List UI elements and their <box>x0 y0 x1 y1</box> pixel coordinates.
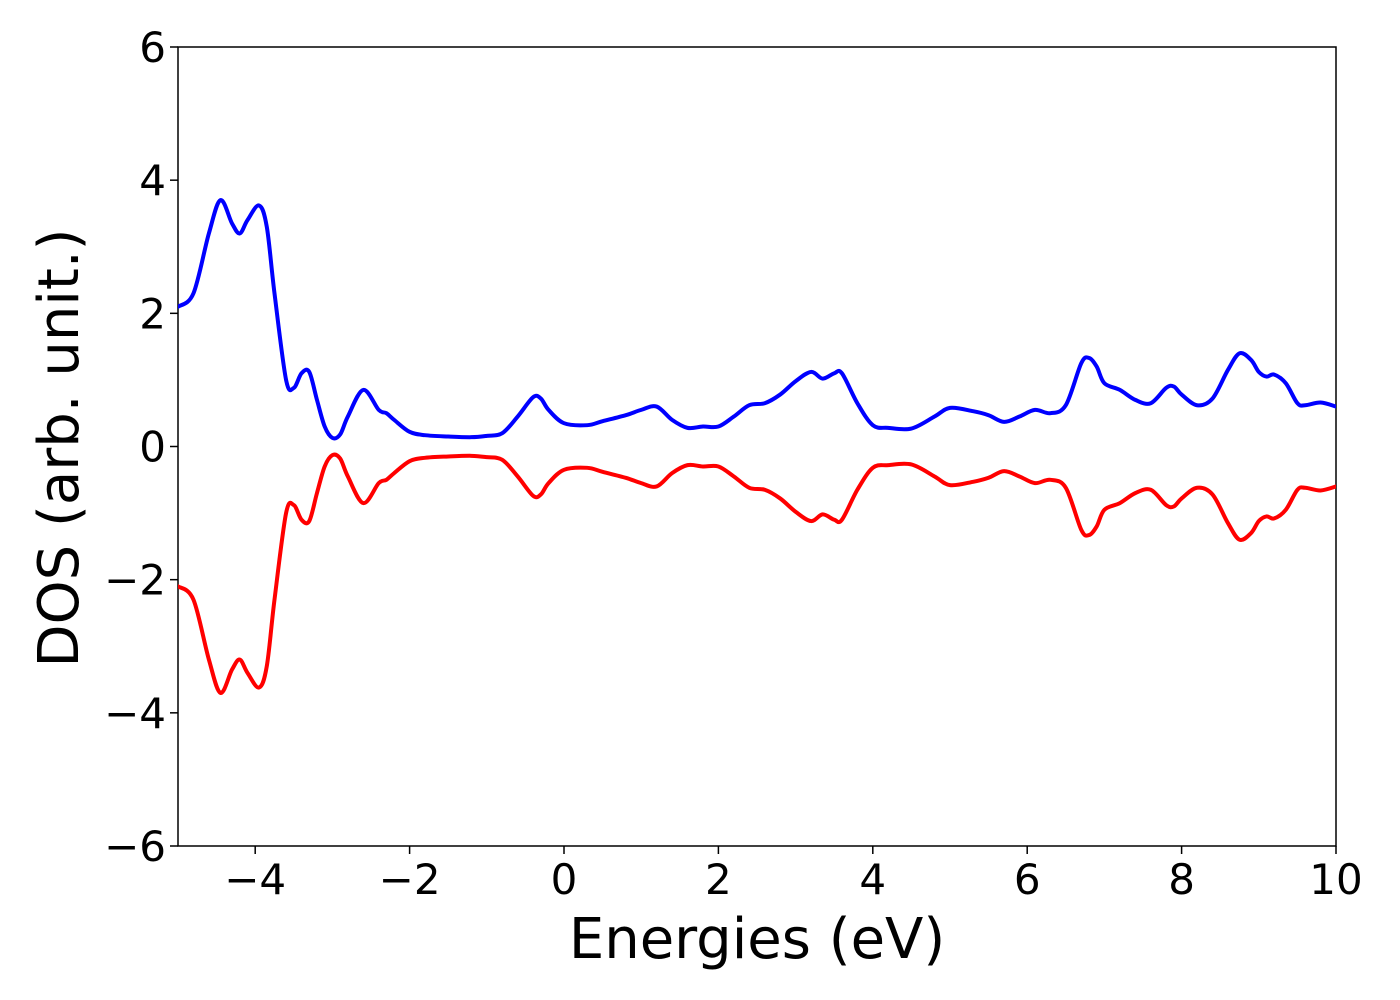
y-tick-label: 6 <box>139 23 166 72</box>
x-tick-label: −4 <box>224 855 286 904</box>
plot-frame <box>177 46 1337 847</box>
x-axis-label: Energies (eV) <box>569 907 945 972</box>
ticks-layer: −4 −2 0 2 4 6 8 10 −6 −4 −2 0 2 4 6 <box>104 23 1363 904</box>
x-tick-label: 0 <box>551 855 578 904</box>
y-tick-label: −6 <box>104 822 166 871</box>
x-tick-label: 10 <box>1309 855 1362 904</box>
y-tick-label: −4 <box>104 689 166 738</box>
y-tick-label: 0 <box>139 423 166 472</box>
x-tick-label: 8 <box>1168 855 1195 904</box>
x-tick-label: 6 <box>1014 855 1041 904</box>
y-tick-label: 2 <box>139 289 166 338</box>
dos-line-blue <box>178 198 1336 441</box>
series-layer <box>178 198 1336 695</box>
dos-line-red <box>178 452 1336 695</box>
x-tick-label: −2 <box>379 855 441 904</box>
y-tick-label: 4 <box>139 156 166 205</box>
y-axis-label: DOS (arb. unit.) <box>27 228 92 667</box>
x-tick-label: 2 <box>705 855 732 904</box>
x-tick-label: 4 <box>859 855 886 904</box>
y-tick-label: −2 <box>104 556 166 605</box>
